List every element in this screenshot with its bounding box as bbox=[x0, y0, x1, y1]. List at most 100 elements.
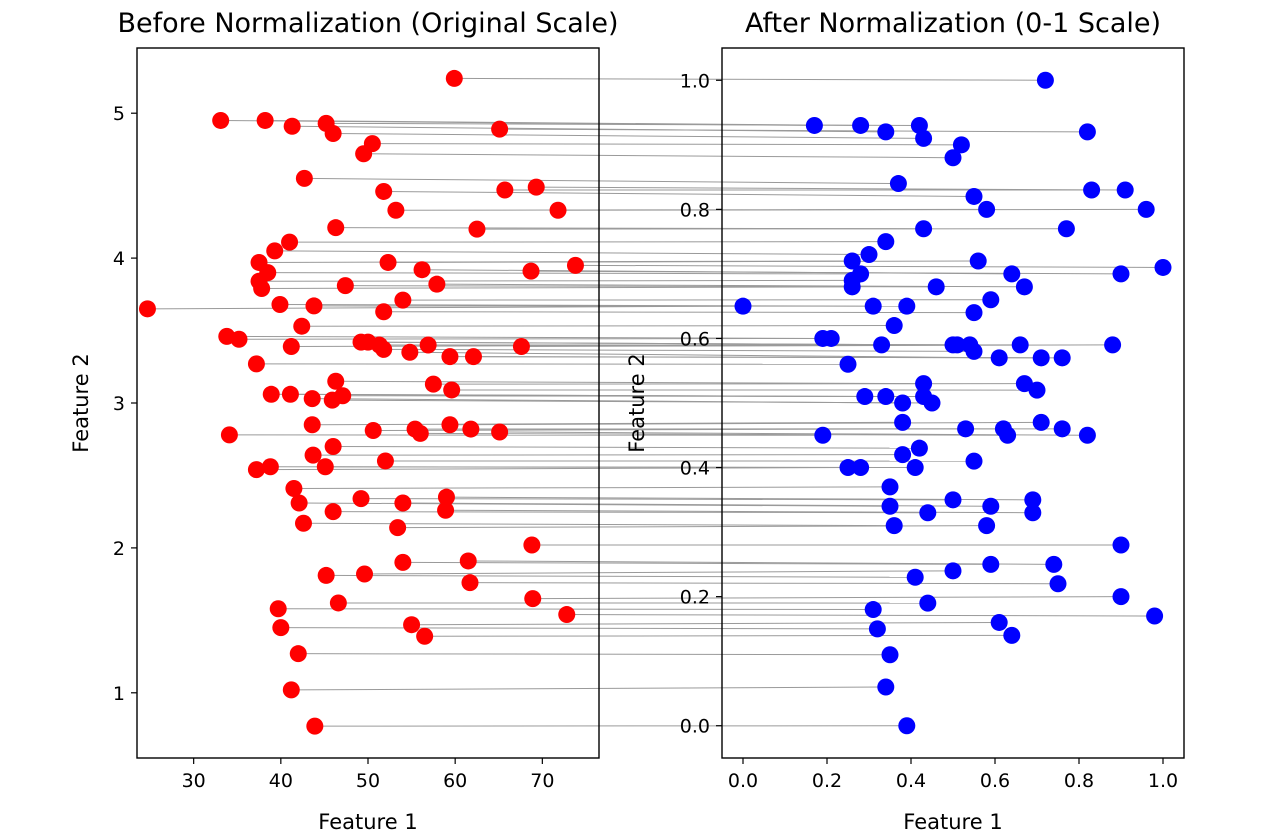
connection-line bbox=[289, 241, 886, 243]
normalized-point bbox=[864, 297, 882, 315]
normalized-point bbox=[906, 568, 924, 586]
original-point bbox=[261, 458, 279, 476]
connection-line bbox=[420, 432, 1008, 436]
x-tick-label-after: 0.8 bbox=[1064, 770, 1094, 792]
normalized-point bbox=[944, 149, 962, 167]
original-point bbox=[329, 594, 347, 612]
connection-line bbox=[531, 270, 1122, 275]
original-point bbox=[394, 291, 412, 309]
normalized-point bbox=[910, 116, 928, 134]
y-tick-label-after: 0.2 bbox=[680, 587, 710, 609]
original-point bbox=[462, 420, 480, 438]
connection-line bbox=[280, 627, 878, 630]
normalized-point bbox=[1053, 420, 1071, 438]
original-point bbox=[379, 253, 397, 271]
normalized-point bbox=[1083, 181, 1101, 199]
normalized-point bbox=[915, 129, 933, 147]
normalized-point bbox=[1015, 278, 1033, 296]
x-tick-label-after: 0.2 bbox=[812, 770, 842, 792]
original-point bbox=[375, 182, 393, 200]
normalized-point bbox=[965, 187, 983, 205]
normalized-point bbox=[1112, 588, 1130, 606]
normalized-point bbox=[852, 116, 870, 134]
original-point bbox=[317, 566, 335, 584]
original-point bbox=[441, 348, 459, 366]
normalized-point bbox=[1057, 220, 1075, 238]
original-point bbox=[327, 372, 345, 390]
connection-line bbox=[332, 399, 933, 404]
original-point bbox=[375, 340, 393, 358]
original-point bbox=[401, 343, 419, 361]
normalized-point bbox=[915, 375, 933, 393]
original-point bbox=[491, 120, 509, 138]
normalized-point bbox=[894, 446, 912, 464]
original-point bbox=[285, 479, 303, 497]
connection-line bbox=[274, 250, 870, 256]
original-point bbox=[212, 111, 230, 129]
original-point bbox=[262, 385, 280, 403]
normalized-point bbox=[1045, 555, 1063, 573]
connection-line bbox=[301, 325, 895, 327]
connection-line bbox=[313, 454, 903, 456]
normalized-point bbox=[1078, 426, 1096, 444]
original-point bbox=[294, 514, 312, 532]
original-point bbox=[527, 178, 545, 196]
normalized-point bbox=[990, 613, 1008, 631]
original-point bbox=[523, 536, 541, 554]
normalized-point bbox=[906, 459, 924, 477]
original-point bbox=[443, 381, 461, 399]
original-point bbox=[324, 437, 342, 455]
connection-line bbox=[499, 431, 1088, 436]
normalized-point bbox=[915, 220, 933, 238]
original-point bbox=[389, 519, 407, 537]
chart-title-after: After Normalization (0-1 Scale) bbox=[745, 8, 1161, 39]
normalized-point bbox=[877, 233, 895, 251]
original-point bbox=[256, 111, 274, 129]
connection-line bbox=[147, 305, 744, 310]
original-point bbox=[336, 277, 354, 295]
original-point bbox=[334, 387, 352, 405]
connection-line bbox=[304, 177, 899, 185]
connection-line bbox=[388, 260, 979, 263]
x-tick-label-before: 60 bbox=[443, 770, 467, 792]
normalized-point bbox=[839, 355, 857, 373]
y-tick-label-before: 4 bbox=[113, 248, 125, 270]
x-tick-label-before: 30 bbox=[182, 770, 206, 792]
normalized-point bbox=[1154, 258, 1172, 276]
normalized-point bbox=[864, 601, 882, 619]
y-axis-label-after: Feature 2 bbox=[625, 353, 649, 452]
original-point bbox=[327, 219, 345, 237]
normalized-point bbox=[978, 517, 996, 535]
points-before bbox=[138, 69, 584, 735]
connection-line bbox=[402, 502, 991, 507]
connection-line bbox=[436, 283, 1025, 288]
original-point bbox=[387, 201, 405, 219]
normalized-point bbox=[944, 562, 962, 580]
normalized-point bbox=[1003, 626, 1021, 644]
normalized-point bbox=[873, 336, 891, 354]
normalized-point bbox=[1146, 607, 1164, 625]
normalized-point bbox=[734, 297, 752, 315]
original-point bbox=[138, 300, 156, 318]
normalized-point bbox=[894, 394, 912, 412]
connection-lines bbox=[147, 77, 1164, 727]
connection-line bbox=[259, 279, 853, 282]
original-point bbox=[549, 201, 567, 219]
normalized-point bbox=[965, 304, 983, 322]
x-ticks-before: 30 40 50 60 70 bbox=[182, 758, 554, 792]
original-point bbox=[352, 490, 370, 508]
normalized-point bbox=[927, 278, 945, 296]
normalized-point bbox=[982, 555, 1000, 573]
normalized-point bbox=[1003, 265, 1021, 283]
y-tick-label-after: 0.4 bbox=[680, 458, 710, 480]
normalized-point bbox=[881, 478, 899, 496]
original-point bbox=[522, 262, 540, 280]
connection-line bbox=[333, 445, 920, 449]
original-point bbox=[566, 256, 584, 274]
original-point bbox=[293, 317, 311, 335]
connection-line bbox=[454, 77, 1046, 81]
original-point bbox=[272, 619, 290, 637]
original-point bbox=[316, 458, 334, 476]
original-point bbox=[247, 461, 265, 479]
normalized-point bbox=[1104, 336, 1122, 354]
